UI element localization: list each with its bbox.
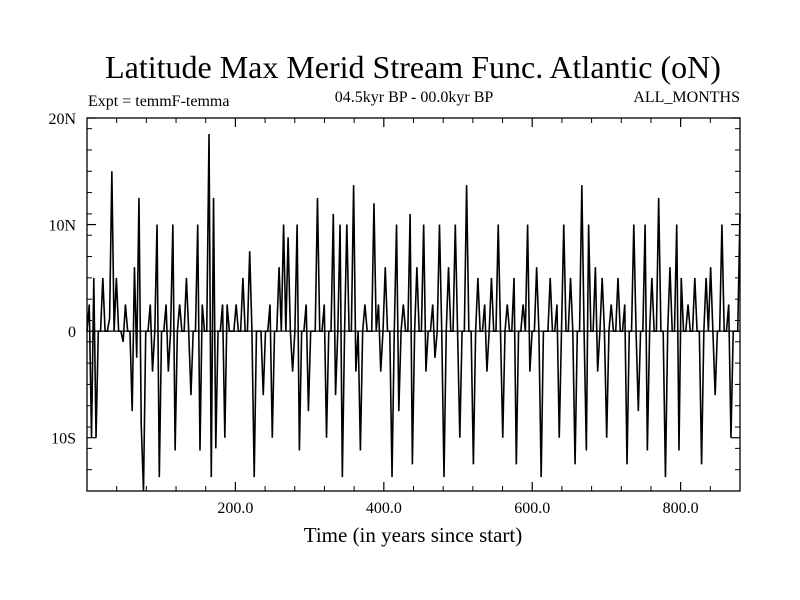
y-tick-label: 0 xyxy=(68,324,76,341)
chart-subtitle-left: Expt = temmF-temma xyxy=(88,93,229,110)
y-tick-label: 10N xyxy=(48,218,76,235)
chart-subtitle-center: 04.5kyr BP - 00.0kyr BP xyxy=(335,89,494,106)
x-tick-label: 400.0 xyxy=(366,500,402,517)
y-tick-label: 10S xyxy=(51,431,76,448)
y-tick-label: 20N xyxy=(48,111,76,128)
x-tick-label: 800.0 xyxy=(663,500,699,517)
chart-title: Latitude Max Merid Stream Func. Atlantic… xyxy=(105,49,721,85)
tick-labels: 200.0 400.0 600.0 800.0 20N 10N 0 10S xyxy=(48,111,698,517)
chart-subtitle-right: ALL_MONTHS xyxy=(633,89,740,106)
x-tick-label: 200.0 xyxy=(217,500,253,517)
x-tick-label: 600.0 xyxy=(514,500,550,517)
x-axis-label: Time (in years since start) xyxy=(304,523,523,547)
series-line xyxy=(86,133,741,492)
